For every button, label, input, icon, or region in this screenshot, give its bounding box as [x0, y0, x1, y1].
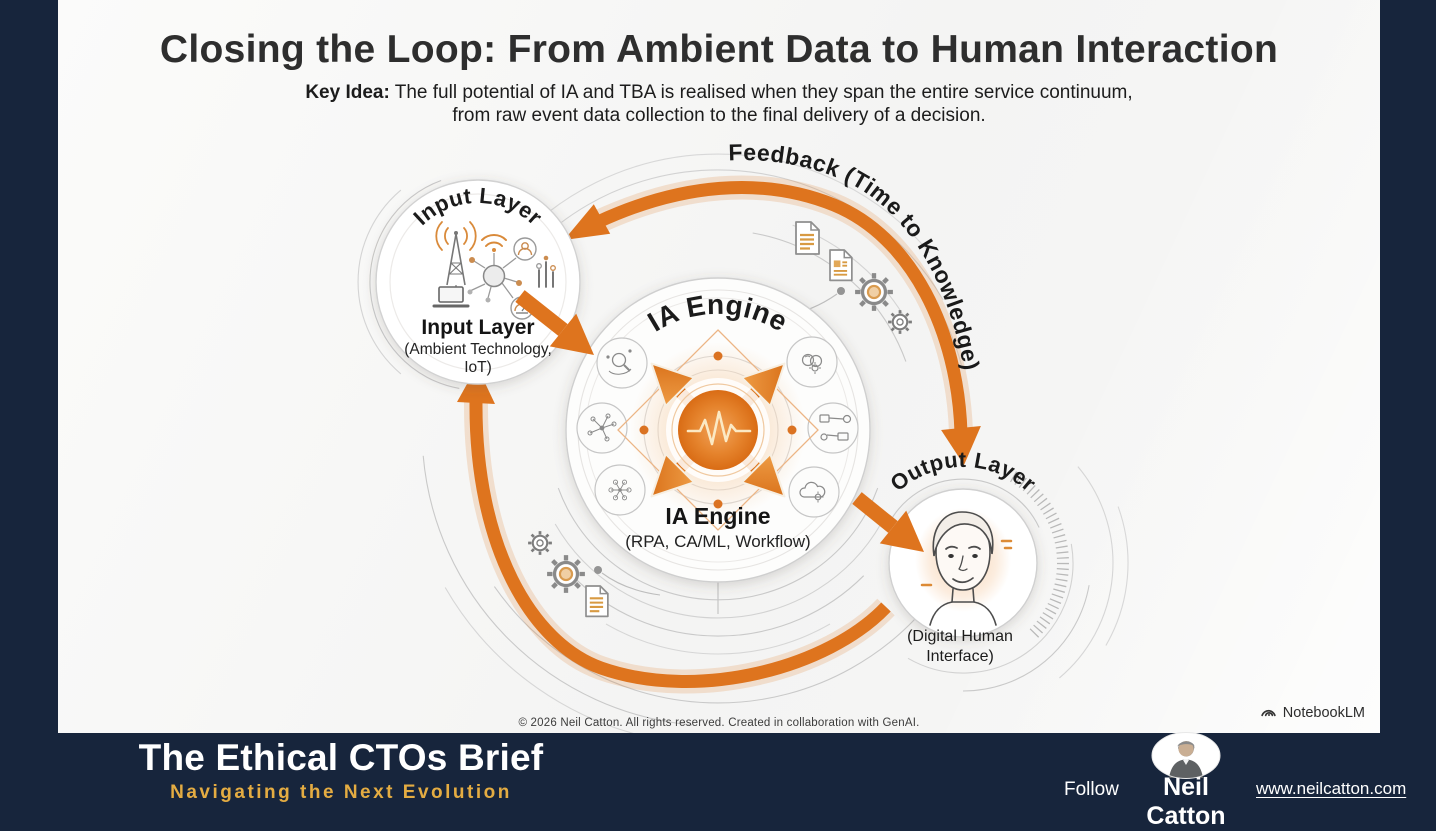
- input-layer-circle: [375, 179, 581, 385]
- diamond-outline: [617, 329, 819, 531]
- cloud-automation-icon: [788, 466, 840, 518]
- follow-label: Follow: [1064, 779, 1119, 800]
- input-layer-title: Input Layer: [421, 316, 534, 339]
- feedback-arrow: [564, 175, 981, 465]
- website-link[interactable]: www.neilcatton.com: [1256, 779, 1407, 798]
- input-layer-subtitle-1: (Ambient Technology,: [404, 341, 552, 358]
- person-node-icon: [513, 237, 537, 261]
- document-icon: [584, 584, 609, 618]
- key-idea-line2: from raw event data collection to the fi…: [452, 105, 986, 127]
- output-layer-subtitle-1: (Digital Human: [907, 628, 1013, 645]
- loop-diagram: Input Layer (Ambient Technology, IoT): [357, 139, 1129, 733]
- notebooklm-logo: NotebookLM: [1260, 704, 1365, 721]
- arrowhead-up: [457, 366, 495, 404]
- ia-engine-node: IA Engine (RPA, CA/ML, Workflow): [565, 277, 871, 583]
- key-idea-text: Key Idea: The full potential of IA and T…: [58, 81, 1380, 127]
- signal-bars-icon: [536, 255, 556, 288]
- footer-brand: The Ethical CTOs Brief Navigating the Ne…: [120, 737, 562, 804]
- search-insight-icon: [596, 337, 648, 389]
- key-idea-label: Key Idea:: [305, 82, 390, 103]
- copyright-text: © 2026 Neil Catton. All rights reserved.…: [518, 717, 920, 729]
- input-layer-subtitle-2: IoT): [464, 359, 492, 376]
- gear-small-icon: [526, 529, 554, 557]
- arrowhead-left: [564, 204, 611, 240]
- input-layer-node: Input Layer (Ambient Technology, IoT): [375, 179, 581, 385]
- page-title: Closing the Loop: From Ambient Data to H…: [159, 28, 1279, 71]
- key-idea-line1-text: The full potential of IA and TBA is real…: [394, 82, 1133, 103]
- page: Closing the Loop: From Ambient Data to H…: [58, 0, 1407, 830]
- author-name: Neil Catton: [1146, 773, 1226, 830]
- gear-icon: [547, 555, 585, 593]
- document-icon: [794, 220, 821, 256]
- notebooklm-label: NotebookLM: [1282, 704, 1365, 721]
- brand-tagline: Navigating the Next Evolution: [170, 782, 512, 803]
- pulse-core-icon: [666, 378, 770, 482]
- avatar-photo: [1151, 732, 1221, 779]
- slide-canvas: Closing the Loop: From Ambient Data to H…: [58, 0, 1380, 733]
- ia-engine-subtitle: (RPA, CA/ML, Workflow): [625, 532, 810, 551]
- iot-hub-icon: [467, 253, 522, 303]
- notebooklm-logo-icon: [1261, 709, 1276, 717]
- document-alt-icon: [829, 249, 853, 282]
- brand-title: The Ethical CTOs Brief: [138, 737, 544, 778]
- digital-human-face-icon: [920, 511, 1013, 626]
- molecule-icon: [594, 464, 646, 516]
- data-network-icon: [576, 402, 628, 454]
- input-to-engine-arrow: [515, 290, 594, 355]
- engine-to-output-arrow: [852, 492, 924, 552]
- ia-engine-title: IA Engine: [665, 503, 770, 529]
- return-loop-arrow: [457, 366, 895, 694]
- laptop-icon: [432, 286, 470, 308]
- connector-dot: [837, 287, 845, 295]
- ai-brain-icon: [786, 336, 838, 388]
- workflow-icon: [807, 402, 859, 454]
- arrowhead-down: [941, 426, 981, 465]
- gear-small-icon: [886, 308, 914, 336]
- wifi-signal-icon: [481, 234, 507, 252]
- output-layer-subtitle-2: Interface): [926, 648, 994, 665]
- connector-dot: [594, 566, 602, 574]
- output-layer-node: (Digital Human Interface): [888, 488, 1038, 665]
- key-idea-line1: Key Idea: The full potential of IA and T…: [58, 81, 1380, 104]
